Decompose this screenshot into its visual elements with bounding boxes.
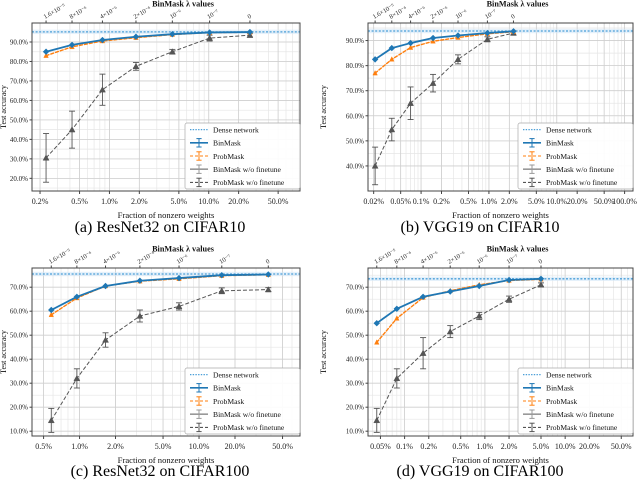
svg-text:50.0%: 50.0% [10,332,28,340]
svg-text:BinMask w/o finetune: BinMask w/o finetune [546,165,615,174]
svg-text:1.0%: 1.0% [71,442,88,451]
svg-text:ProbMask: ProbMask [546,152,577,161]
svg-text:1.0%: 1.0% [477,442,494,451]
svg-text:10.0%: 10.0% [555,442,576,451]
svg-text:60.0%: 60.0% [346,112,364,120]
svg-text:0.2%: 0.2% [420,442,437,451]
svg-text:0.1%: 0.1% [396,442,413,451]
svg-text:20.0%: 20.0% [346,404,364,412]
svg-text:0.05%: 0.05% [390,197,411,206]
svg-text:ProbMask: ProbMask [213,397,244,406]
svg-text:30.0%: 30.0% [10,380,28,388]
svg-text:BinMask λ values: BinMask λ values [152,0,214,9]
svg-text:Test accuracy: Test accuracy [320,85,328,129]
svg-text:0.5%: 0.5% [460,197,477,206]
svg-text:60.0%: 60.0% [10,97,28,105]
svg-text:0.05%: 0.05% [370,442,391,451]
svg-text:BinMask λ values: BinMask λ values [487,0,549,9]
svg-text:50.0%: 50.0% [10,116,28,124]
svg-text:50.0%: 50.0% [346,332,364,340]
svg-text:70.0%: 70.0% [10,77,28,85]
svg-text:BinMask λ values: BinMask λ values [152,245,214,254]
svg-text:40.0%: 40.0% [10,356,28,364]
svg-text:0.1%: 0.1% [413,197,430,206]
svg-text:Test accuracy: Test accuracy [320,330,328,374]
svg-text:1.0%: 1.0% [101,197,118,206]
svg-text:BinMask w/o finetune: BinMask w/o finetune [213,410,282,419]
svg-text:10.0%: 10.0% [346,428,364,436]
svg-text:50.0%: 50.0% [272,442,293,451]
svg-text:2.0%: 2.0% [131,197,148,206]
svg-text:2.0%: 2.0% [107,442,124,451]
svg-text:20.0%: 20.0% [225,442,246,451]
svg-text:Test accuracy: Test accuracy [0,330,8,374]
svg-text:5.0%: 5.0% [171,197,188,206]
svg-text:10.0%: 10.0% [10,428,28,436]
svg-text:0.5%: 0.5% [71,197,88,206]
svg-text:40.0%: 40.0% [346,356,364,364]
svg-text:0.2%: 0.2% [433,197,450,206]
svg-text:0.02%: 0.02% [363,197,384,206]
svg-text:100.0%: 100.0% [612,197,637,206]
svg-text:ProbMask w/o finetune: ProbMask w/o finetune [213,178,285,187]
svg-text:90.0%: 90.0% [346,37,364,45]
svg-text:40.0%: 40.0% [346,162,364,170]
svg-text:ProbMask: ProbMask [546,397,577,406]
svg-text:2.0%: 2.0% [501,442,518,451]
svg-text:0.5%: 0.5% [35,442,52,451]
svg-text:1.0%: 1.0% [481,197,498,206]
svg-text:Test accuracy: Test accuracy [0,85,8,129]
svg-text:20.0%: 20.0% [228,197,249,206]
svg-text:5.0%: 5.0% [533,442,550,451]
svg-text:90.0%: 90.0% [10,38,28,46]
svg-text:BinMask w/o finetune: BinMask w/o finetune [213,165,282,174]
svg-text:30.0%: 30.0% [346,380,364,388]
svg-text:20.0%: 20.0% [10,175,28,183]
svg-text:20.0%: 20.0% [567,197,588,206]
svg-text:20.0%: 20.0% [579,442,600,451]
svg-text:40.0%: 40.0% [10,136,28,144]
svg-text:10.0%: 10.0% [198,197,219,206]
svg-text:70.0%: 70.0% [346,87,364,95]
svg-text:50.0%: 50.0% [611,442,632,451]
svg-text:5.0%: 5.0% [528,197,545,206]
svg-text:BinMask: BinMask [546,384,574,393]
svg-text:10.0%: 10.0% [189,442,210,451]
svg-text:60.0%: 60.0% [10,308,28,316]
svg-text:BinMask: BinMask [213,139,241,148]
svg-text:2.0%: 2.0% [501,197,518,206]
svg-text:Dense network: Dense network [546,370,592,379]
svg-text:BinMask λ values: BinMask λ values [487,245,549,254]
svg-text:5.0%: 5.0% [155,442,172,451]
svg-text:70.0%: 70.0% [10,284,28,292]
svg-text:10.0%: 10.0% [546,197,567,206]
svg-text:20.0%: 20.0% [10,404,28,412]
svg-text:70.0%: 70.0% [346,284,364,292]
svg-text:ProbMask w/o finetune: ProbMask w/o finetune [546,178,618,187]
svg-text:Dense network: Dense network [213,125,259,134]
svg-text:30.0%: 30.0% [10,155,28,163]
svg-text:60.0%: 60.0% [346,308,364,316]
svg-text:BinMask: BinMask [546,139,574,148]
svg-text:Dense network: Dense network [213,370,259,379]
svg-text:50.0%: 50.0% [268,197,289,206]
svg-text:BinMask w/o finetune: BinMask w/o finetune [546,410,615,419]
svg-text:ProbMask w/o finetune: ProbMask w/o finetune [546,423,618,432]
svg-text:0.2%: 0.2% [32,197,49,206]
svg-text:50.0%: 50.0% [346,137,364,145]
svg-text:Dense network: Dense network [546,125,592,134]
svg-text:80.0%: 80.0% [10,58,28,66]
svg-text:0.5%: 0.5% [452,442,469,451]
svg-text:80.0%: 80.0% [346,62,364,70]
svg-text:ProbMask: ProbMask [213,152,244,161]
svg-text:ProbMask w/o finetune: ProbMask w/o finetune [213,423,285,432]
svg-text:BinMask: BinMask [213,384,241,393]
